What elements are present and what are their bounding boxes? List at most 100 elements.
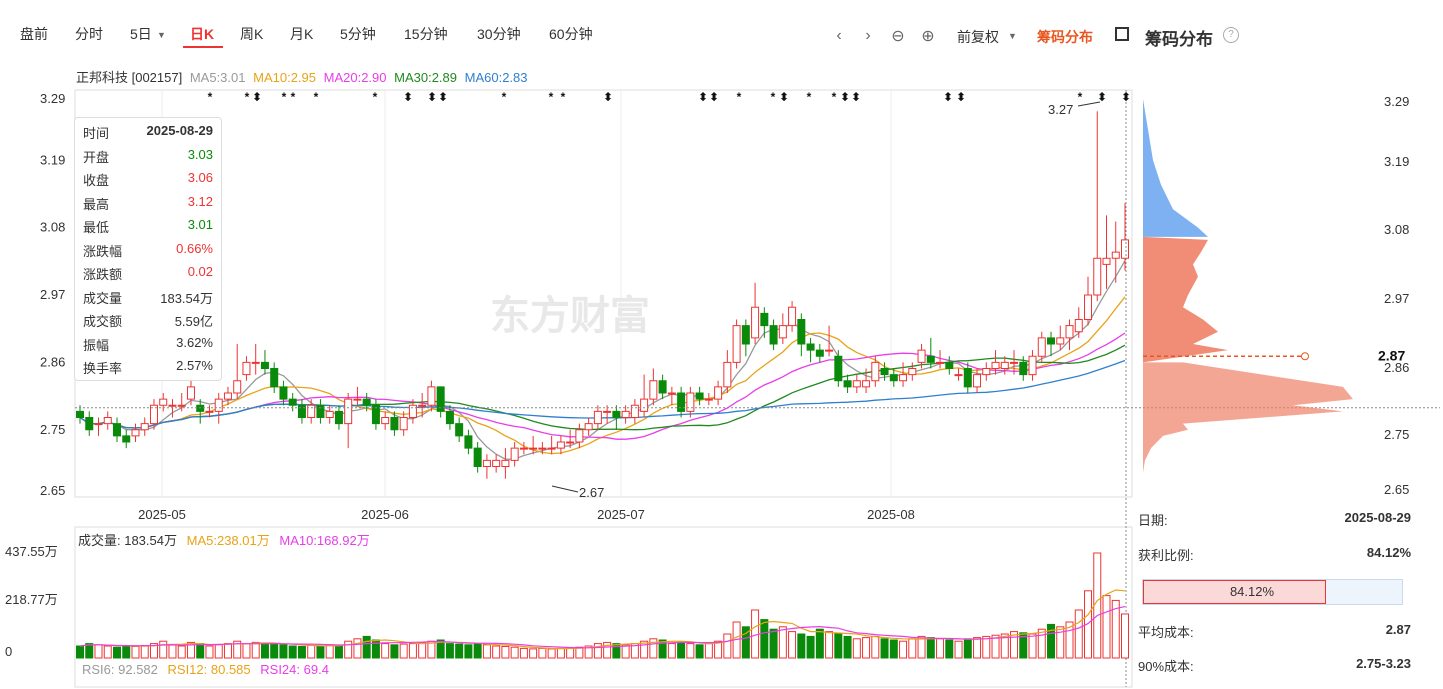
tooltip-value: 3.03 (187, 146, 213, 162)
volume-bar (797, 633, 806, 659)
tooltip-row: 最高 3.12 (83, 194, 213, 216)
volume-bar (603, 641, 612, 659)
candle-body (714, 386, 723, 400)
signal-marker: * (832, 90, 837, 104)
volume-bar (510, 646, 519, 659)
candle-body (482, 459, 491, 467)
candle-body (797, 319, 806, 345)
help-icon[interactable]: ? (1223, 27, 1239, 43)
adjust-select[interactable]: 前复权 (957, 29, 999, 45)
volume-label: 成交量: 183.54万 (78, 533, 177, 548)
volume-bar (325, 644, 334, 659)
volume-bar (279, 644, 288, 659)
tab-30min[interactable]: 30分钟 (477, 26, 521, 42)
candle-body (519, 447, 528, 450)
fullscreen-icon[interactable] (1115, 27, 1129, 41)
candle-body (695, 392, 704, 400)
price-tick-label: 3.19 (40, 152, 65, 167)
volume-ma5-line (79, 589, 1126, 650)
candle-body (649, 380, 658, 400)
signal-marker: ⬍ (779, 90, 789, 104)
candle-body (630, 404, 639, 418)
candle-body (843, 380, 852, 388)
candle-body (547, 447, 556, 450)
volume-bar (436, 639, 445, 659)
tab-weekly-k[interactable]: 周K (240, 26, 264, 42)
candle-body (149, 404, 158, 425)
volume-bar (862, 637, 871, 659)
volume-bar (1028, 633, 1037, 659)
chevron-down-icon[interactable]: ▼ (157, 30, 166, 40)
tab-daily-k[interactable]: 日K (190, 26, 215, 42)
ohlc-tooltip: 时间 2025-08-29 开盘 3.03 收盘 3.06 最高 3.12 最低 3.01 涨跌幅 0… (74, 117, 222, 381)
candle-body (612, 410, 621, 418)
tab-60min[interactable]: 60分钟 (549, 26, 593, 42)
zoom-out-icon[interactable]: ⊖ (891, 28, 905, 45)
chevron-right-icon[interactable]: › (865, 27, 871, 44)
chevron-down-icon[interactable]: ▼ (1008, 31, 1017, 41)
tooltip-value: 183.54万 (160, 290, 213, 306)
avg-cost-label: 平均成本: (1138, 625, 1194, 640)
volume-bar (482, 644, 491, 659)
volume-bar (529, 648, 538, 659)
volume-bar (288, 645, 297, 659)
candle-body (1019, 361, 1028, 376)
volume-bar (871, 635, 880, 659)
candle-body (85, 417, 94, 431)
volume-bar (973, 637, 982, 659)
candle-body (575, 429, 584, 443)
tab-intraday[interactable]: 分时 (75, 26, 103, 42)
chip-tick-label: 3.19 (1384, 154, 1409, 169)
volume-bar (390, 644, 399, 659)
signal-marker: * (549, 90, 554, 104)
candle-body (889, 374, 898, 382)
chip-tick-label: 2.97 (1384, 291, 1409, 306)
candle-body (436, 386, 445, 412)
signal-marker: * (737, 90, 742, 104)
tab-5day[interactable]: 5日 (130, 26, 152, 42)
candle-body (973, 374, 982, 388)
volume-bar (270, 643, 279, 659)
tab-15min[interactable]: 15分钟 (404, 26, 448, 42)
kline-chart[interactable]: 3.29 3.19 3.08 2.97 2.86 2.75 2.65 2025-05 2025-… (0, 80, 1443, 689)
chip-tick-label: 3.08 (1384, 222, 1409, 237)
chevron-left-icon[interactable]: ‹ (836, 27, 842, 44)
tooltip-label: 最高 (83, 196, 110, 212)
price-tick-label: 3.29 (40, 91, 65, 106)
candle-body (723, 361, 732, 388)
price-tick-label: 3.08 (40, 220, 65, 235)
candle-body (1056, 337, 1065, 345)
volume-bar (464, 644, 473, 659)
candle-body (362, 398, 371, 406)
low-price-annotation: 2.67 (579, 485, 604, 500)
tab-monthly-k[interactable]: 月K (290, 26, 314, 42)
volume-bar (1102, 595, 1111, 659)
candle-body (926, 355, 935, 363)
tab-5min[interactable]: 5分钟 (340, 26, 376, 42)
volume-bar (177, 645, 186, 659)
volume-bar (1047, 623, 1056, 659)
volume-bar (103, 645, 112, 659)
low-annotation-arrow (551, 485, 579, 493)
volume-bar (704, 643, 713, 659)
candle-body (899, 374, 908, 382)
candle-body (196, 404, 205, 412)
candle-body (788, 306, 797, 327)
tab-pre-market[interactable]: 盘前 (20, 26, 48, 42)
chip-distribution-tab[interactable]: 筹码分布 (1037, 29, 1093, 45)
candle-body (353, 398, 362, 401)
signal-marker: ⬍ (1097, 90, 1107, 104)
candle-body (1074, 319, 1083, 333)
tooltip-value: 2.57% (176, 358, 213, 373)
volume-bar (233, 640, 242, 659)
candle-body (307, 404, 316, 418)
volume-bar (945, 639, 954, 659)
zoom-in-icon[interactable]: ⊕ (921, 28, 935, 45)
candle-body (251, 361, 260, 364)
volume-bar (899, 640, 908, 659)
chip-loss-area (1143, 99, 1208, 237)
tooltip-label: 振幅 (83, 337, 110, 353)
candle-body (408, 404, 417, 418)
tooltip-value: 3.01 (187, 217, 213, 232)
volume-bar (566, 647, 575, 659)
